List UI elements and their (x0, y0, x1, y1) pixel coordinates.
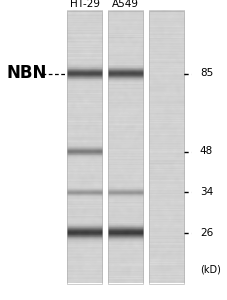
Bar (67, 11, 102, 284)
Bar (149, 11, 184, 284)
Text: HT-29: HT-29 (69, 0, 100, 9)
Text: 48: 48 (200, 146, 213, 157)
Text: NBN: NBN (7, 64, 47, 82)
Text: 26: 26 (200, 227, 213, 238)
Text: 34: 34 (200, 187, 213, 197)
Text: 85: 85 (200, 68, 213, 79)
Text: (kD): (kD) (200, 265, 221, 275)
Text: A549: A549 (112, 0, 139, 9)
Bar (108, 11, 143, 284)
